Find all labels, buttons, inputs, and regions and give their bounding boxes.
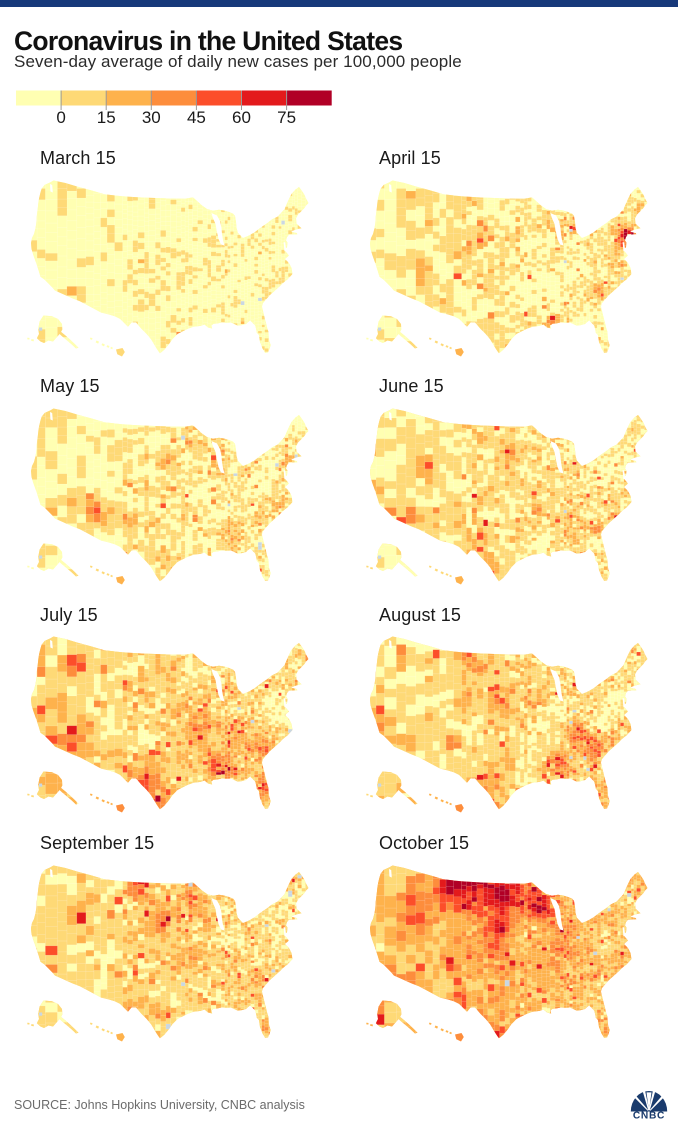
svg-text:0: 0 [56, 108, 65, 127]
svg-text:60: 60 [232, 108, 251, 127]
svg-text:45: 45 [187, 108, 206, 127]
svg-text:15: 15 [97, 108, 116, 127]
svg-text:75: 75 [277, 108, 296, 127]
svg-text:30: 30 [142, 108, 161, 127]
svg-text:CNBC: CNBC [633, 1111, 665, 1119]
